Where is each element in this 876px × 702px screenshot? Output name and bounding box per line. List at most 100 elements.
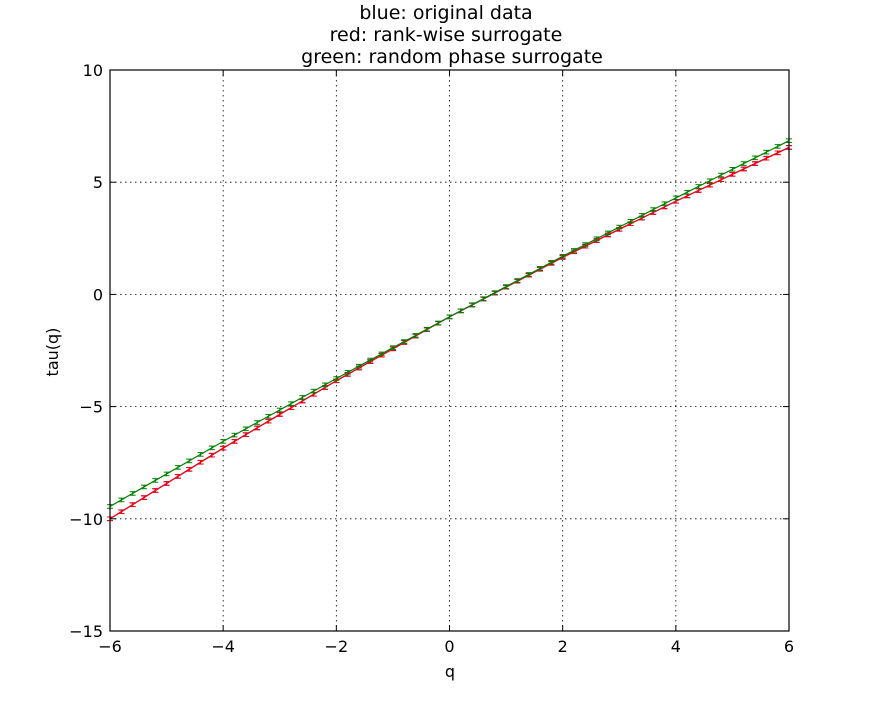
error-bar [186, 467, 193, 472]
error-bar [129, 502, 136, 507]
title-line-2: red: rank-wise surrogate [330, 24, 563, 46]
error-bar [740, 161, 747, 166]
error-bar [616, 224, 623, 230]
error-bar [299, 395, 306, 400]
error-bar [254, 420, 261, 425]
error-bar [638, 213, 645, 218]
error-bar [401, 339, 408, 344]
error-bar [752, 155, 759, 161]
error-bar [661, 201, 668, 207]
error-bar [140, 495, 147, 500]
y-tick-label: 5 [93, 173, 103, 192]
error-bar [174, 465, 181, 470]
error-bar [706, 182, 713, 188]
error-bar [763, 149, 770, 155]
error-bar [276, 407, 283, 413]
error-bar [118, 497, 125, 503]
error-bar [242, 432, 249, 437]
error-bar [174, 474, 181, 479]
error-bar [503, 284, 510, 289]
error-bar [627, 218, 634, 224]
error-bar [718, 172, 725, 178]
error-bar [457, 308, 464, 314]
error-bar [559, 253, 566, 259]
error-bar [152, 478, 159, 483]
error-bar [186, 458, 193, 464]
error-bar [582, 242, 589, 247]
error-bar [208, 445, 215, 451]
error-bar [695, 184, 702, 189]
error-bar [570, 248, 577, 253]
axis-ticks: −6 −4 −2 0 2 4 6 −15 −10 −5 0 5 10 [69, 61, 794, 656]
title-line-1: blue: original data [359, 2, 532, 24]
error-bar [774, 150, 781, 156]
x-tick-label: −6 [98, 637, 122, 656]
y-axis-label: tau(q) [43, 328, 62, 377]
title-line-3: green: random phase surrogate [301, 46, 603, 68]
error-bar [752, 161, 759, 166]
error-bar [254, 425, 261, 431]
error-bar [163, 481, 170, 486]
x-axis-label: q [445, 662, 455, 681]
error-bar [197, 452, 204, 457]
error-bar [706, 178, 713, 184]
error-bar [525, 272, 532, 277]
error-bar [265, 418, 272, 424]
error-bar [288, 401, 295, 406]
error-bar [208, 452, 215, 458]
error-bar [729, 167, 736, 172]
error-bar [423, 326, 430, 332]
error-bar [322, 382, 329, 388]
error-bar [242, 426, 249, 432]
error-bar [265, 413, 272, 419]
error-bar [231, 439, 238, 444]
error-bar [729, 172, 736, 177]
error-bar [650, 207, 657, 212]
error-bar [480, 296, 487, 301]
error-bar [491, 290, 498, 295]
error-bar [276, 412, 283, 417]
error-bar [355, 363, 362, 369]
grid [110, 70, 789, 631]
error-bar [310, 388, 317, 394]
error-bar [140, 484, 147, 490]
error-bar [197, 459, 204, 465]
x-tick-label: −2 [325, 637, 349, 656]
error-bar [763, 155, 770, 161]
y-tick-label: 0 [93, 285, 103, 304]
error-bar [389, 345, 396, 350]
error-bar [774, 144, 781, 149]
error-bar [548, 260, 555, 265]
error-bar [118, 509, 125, 515]
error-bar [672, 195, 679, 201]
error-bar [740, 166, 747, 172]
x-tick-label: 6 [784, 637, 794, 656]
error-bar [367, 357, 374, 363]
error-bar [333, 376, 340, 381]
series-random-phase-surrogate [107, 138, 792, 509]
y-tick-label: −10 [69, 510, 103, 529]
error-bar [220, 439, 227, 444]
error-bar [412, 333, 419, 338]
series-layer [107, 138, 792, 522]
error-bar [684, 189, 691, 195]
chart-title: blue: original data red: rank-wise surro… [301, 2, 603, 68]
y-tick-label: −5 [79, 398, 103, 417]
x-tick-label: −4 [211, 637, 235, 656]
error-bar [231, 432, 238, 438]
error-bar [378, 351, 385, 357]
error-bar [344, 370, 351, 375]
error-bar [152, 488, 159, 493]
error-bar [537, 266, 544, 271]
error-bar [435, 320, 442, 326]
error-bar [514, 278, 521, 283]
error-bar [129, 491, 136, 496]
error-bar [469, 302, 476, 308]
error-bar [604, 230, 611, 236]
x-tick-label: 2 [558, 637, 568, 656]
error-bar [163, 471, 170, 477]
y-tick-label: −15 [69, 622, 103, 641]
y-tick-label: 10 [83, 61, 103, 80]
